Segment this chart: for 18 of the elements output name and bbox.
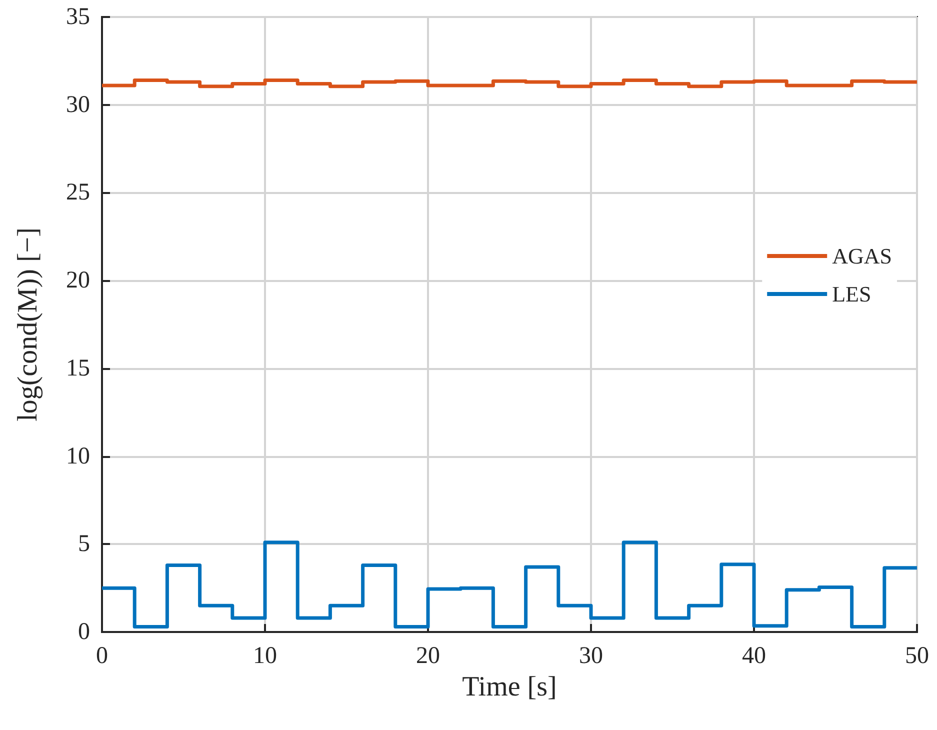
x-tick-label: 20 (416, 643, 440, 669)
legend-label: AGAS (832, 244, 892, 268)
y-tick-label: 35 (66, 4, 90, 30)
x-tick-label: 0 (96, 643, 108, 669)
x-tick-label: 10 (253, 643, 277, 669)
x-tick-label: 50 (905, 643, 929, 669)
y-tick-label: 5 (78, 531, 90, 558)
y-tick-label: 15 (66, 355, 90, 382)
y-axis-title: log(cond(M)) [−] (12, 228, 44, 422)
y-tick-label: 10 (66, 443, 90, 470)
y-tick-label: 0 (78, 619, 90, 645)
y-tick-label: 20 (66, 268, 90, 294)
x-axis-title: Time [s] (462, 671, 557, 702)
x-tick-label: 30 (579, 643, 603, 669)
y-tick-label: 30 (66, 92, 90, 118)
x-tick-label: 40 (742, 643, 766, 669)
legend-label: LES (832, 282, 872, 306)
y-tick-label: 25 (66, 180, 90, 206)
